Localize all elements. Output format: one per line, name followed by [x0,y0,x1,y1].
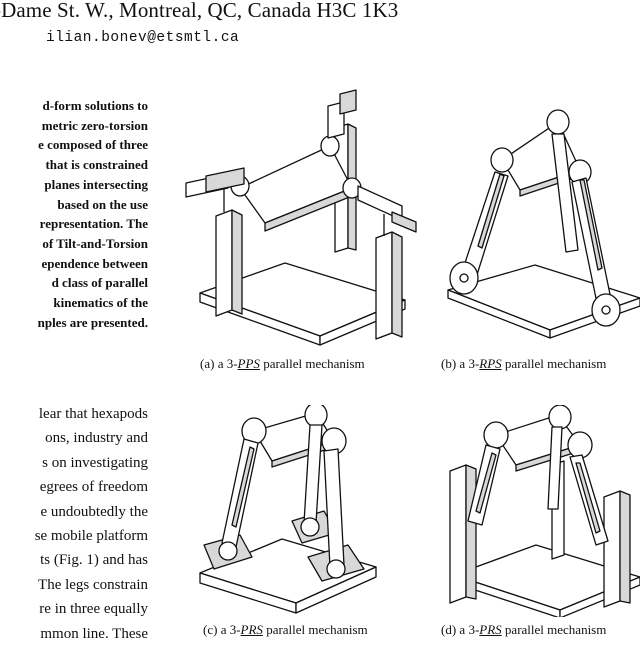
body-line: mmon line. These [40,625,148,642]
abstract-line: ependence between [41,255,148,271]
joint-notation: PRS [240,622,263,637]
introduction-text: lear that hexapods ons, industry and s o… [0,402,148,646]
body-line: e undoubtedly the [40,503,148,520]
joint-notation: PPS [237,356,260,371]
abstract-line: nples are presented. [37,314,148,330]
figure-3prs-mechanism-c [199,405,377,614]
body-line: s on investigating [42,454,148,471]
body-line: se mobile platform [34,528,148,545]
figure-caption-a: (a) a 3-PPS parallel mechanism [200,356,365,371]
abstract-line: kinematics of the [53,295,148,311]
joint-notation: RPS [479,356,502,371]
figure-3pps-mechanism [185,89,417,346]
figure-3prs-mechanism-d [449,405,640,617]
abstract-line: based on the use [57,196,148,212]
abstract-text: d-form solutions to metric zero-torsion … [0,96,148,332]
abstract-line: d-form solutions to [42,98,148,113]
abstract-line: that is constrained [45,157,148,173]
figure-caption-c: (c) a 3-PRS parallel mechanism [203,622,368,637]
body-line: re in three equally [39,601,148,618]
abstract-line: representation. The [39,216,148,232]
abstract-line: metric zero-torsion [41,117,148,133]
author-email: ilian.bonev@etsmtl.ca [46,30,240,46]
author-address: -Dame St. W., Montreal, QC, Canada H3C 1… [0,0,399,22]
body-line: lear that hexapods [38,406,148,422]
abstract-line: planes intersecting [44,176,148,192]
body-line: egrees of freedom [39,479,148,496]
joint-notation: PRS [479,622,502,637]
abstract-line: d class of parallel [51,275,148,291]
figure-3rps-mechanism [447,109,640,339]
abstract-line: e composed of three [38,137,148,153]
body-line: ons, industry and [45,430,148,447]
figure-caption-b: (b) a 3-RPS parallel mechanism [441,356,607,371]
figure-caption-d: (d) a 3-PRS parallel mechanism [441,622,607,637]
body-line: ts (Fig. 1) and has [40,552,148,569]
body-line: The legs constrain [38,576,148,593]
abstract-line: of Tilt-and-Torsion [42,235,148,251]
